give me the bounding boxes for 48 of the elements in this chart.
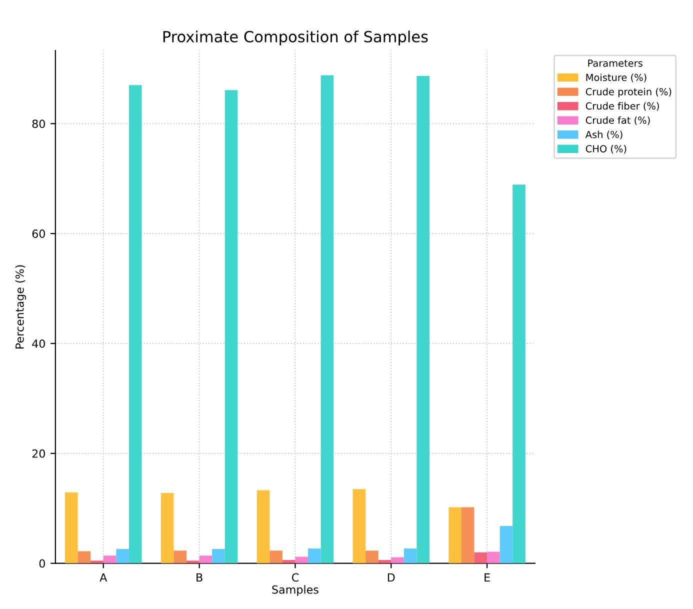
bar (270, 550, 282, 564)
bar (352, 489, 366, 564)
legend-label: Moisture (%) (586, 74, 646, 82)
chart-title: Proximate Composition of Samples (163, 30, 428, 46)
bar (256, 490, 270, 564)
y-tick-label: 60 (32, 230, 45, 238)
bar (474, 552, 488, 564)
bar (366, 550, 378, 564)
bar (500, 526, 513, 564)
legend-label: Crude fat (%) (586, 116, 650, 126)
y-axis-title: Percentage (%) (15, 265, 26, 348)
bar (160, 492, 174, 564)
bar (448, 507, 462, 564)
bar (128, 85, 142, 564)
bar (391, 557, 404, 564)
bar (65, 492, 78, 564)
legend-label: Crude fiber (%) (586, 102, 659, 111)
x-tick-label: E (484, 573, 490, 582)
bar (512, 184, 526, 564)
legend-label: CHO (%) (586, 144, 626, 154)
x-axis-title: Samples (272, 585, 318, 596)
y-tick-label: 80 (32, 120, 45, 128)
y-tick-label: 40 (32, 339, 45, 348)
bar (174, 550, 187, 564)
x-tick-label: D (388, 573, 395, 582)
x-tick-label: B (196, 573, 202, 582)
bar (224, 90, 238, 564)
bar (186, 560, 200, 564)
legend-label: Crude protein (%) (586, 88, 672, 98)
bar (461, 507, 474, 564)
legend-title: Parameters (588, 60, 642, 67)
legend-label: Ash (%) (585, 130, 622, 140)
bar (416, 76, 430, 564)
bar (212, 549, 225, 564)
bar (295, 556, 308, 564)
bar (487, 552, 500, 564)
bar (404, 548, 417, 564)
y-tick-label: 20 (32, 449, 45, 458)
x-tick-label: C (292, 573, 298, 582)
bar (199, 556, 212, 564)
y-tick-label: 0 (39, 559, 45, 568)
x-tick-label: A (100, 573, 108, 582)
bar (78, 551, 91, 564)
bar (308, 548, 321, 564)
bar (320, 75, 334, 564)
bar (116, 549, 129, 564)
bar (90, 560, 104, 564)
bar (103, 556, 116, 564)
